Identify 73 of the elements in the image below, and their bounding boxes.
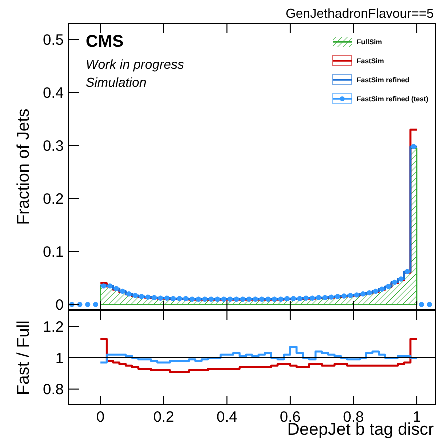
point bbox=[291, 296, 296, 302]
point bbox=[272, 296, 278, 302]
point bbox=[284, 296, 290, 302]
point bbox=[411, 144, 416, 150]
x-tick-label: 1 bbox=[412, 409, 422, 426]
point bbox=[202, 296, 208, 302]
y-tick-label: 0.5 bbox=[43, 32, 64, 50]
point bbox=[190, 296, 195, 302]
point bbox=[101, 284, 106, 289]
point bbox=[419, 302, 424, 308]
chart-title: GenJethadronFlavour==5 bbox=[286, 6, 434, 21]
point bbox=[259, 296, 265, 302]
point bbox=[234, 296, 240, 302]
point bbox=[215, 296, 220, 302]
point bbox=[221, 296, 227, 302]
point bbox=[322, 295, 328, 300]
point bbox=[380, 286, 385, 292]
point bbox=[386, 284, 392, 290]
x-tick-label: 0.4 bbox=[216, 409, 238, 426]
point bbox=[126, 292, 132, 297]
point bbox=[328, 294, 334, 300]
point bbox=[335, 294, 341, 300]
point bbox=[316, 295, 322, 300]
point bbox=[304, 296, 309, 301]
point bbox=[145, 294, 151, 300]
x-tick-label: 0 bbox=[96, 409, 105, 426]
point bbox=[170, 296, 176, 302]
point bbox=[177, 296, 182, 302]
point bbox=[398, 276, 404, 282]
point bbox=[164, 296, 170, 301]
point bbox=[373, 288, 378, 294]
point bbox=[354, 292, 360, 298]
point bbox=[132, 293, 138, 298]
x-tick-label: 0.2 bbox=[153, 409, 174, 426]
point bbox=[240, 296, 246, 302]
point bbox=[158, 296, 164, 301]
point bbox=[108, 284, 113, 289]
point bbox=[360, 292, 366, 297]
point bbox=[342, 294, 347, 299]
y-tick-label: 0.1 bbox=[43, 244, 64, 261]
point bbox=[278, 296, 284, 302]
y-tick-label: 1.2 bbox=[43, 318, 64, 336]
point bbox=[208, 296, 214, 302]
y-axis-title: Fraction of Jets bbox=[14, 108, 33, 226]
point bbox=[228, 296, 233, 302]
point bbox=[310, 296, 316, 301]
point bbox=[427, 302, 432, 308]
y-tick-label: 0.2 bbox=[43, 191, 64, 208]
point bbox=[266, 296, 271, 302]
point bbox=[196, 296, 202, 302]
y-tick-label: 0.4 bbox=[43, 85, 64, 102]
y-tick-label: 0.3 bbox=[43, 138, 64, 156]
point bbox=[93, 302, 98, 308]
point bbox=[85, 302, 91, 308]
point bbox=[366, 290, 372, 296]
point bbox=[114, 286, 120, 292]
point bbox=[120, 288, 126, 294]
y-axis-title: Fast / Full bbox=[14, 320, 33, 396]
annotation: CMS bbox=[86, 32, 124, 51]
annotation: Simulation bbox=[86, 75, 147, 90]
point bbox=[139, 294, 144, 300]
y-tick-label: 0 bbox=[56, 296, 64, 314]
point bbox=[348, 293, 354, 298]
y-tick-label: 0.8 bbox=[43, 382, 64, 399]
point bbox=[183, 296, 189, 302]
y-tick-label: 1 bbox=[56, 350, 64, 368]
point bbox=[404, 269, 410, 274]
annotation: Work in progress bbox=[86, 57, 185, 72]
point bbox=[253, 296, 258, 302]
point bbox=[297, 296, 303, 302]
point bbox=[392, 280, 398, 286]
point bbox=[152, 295, 158, 300]
point bbox=[246, 296, 252, 302]
